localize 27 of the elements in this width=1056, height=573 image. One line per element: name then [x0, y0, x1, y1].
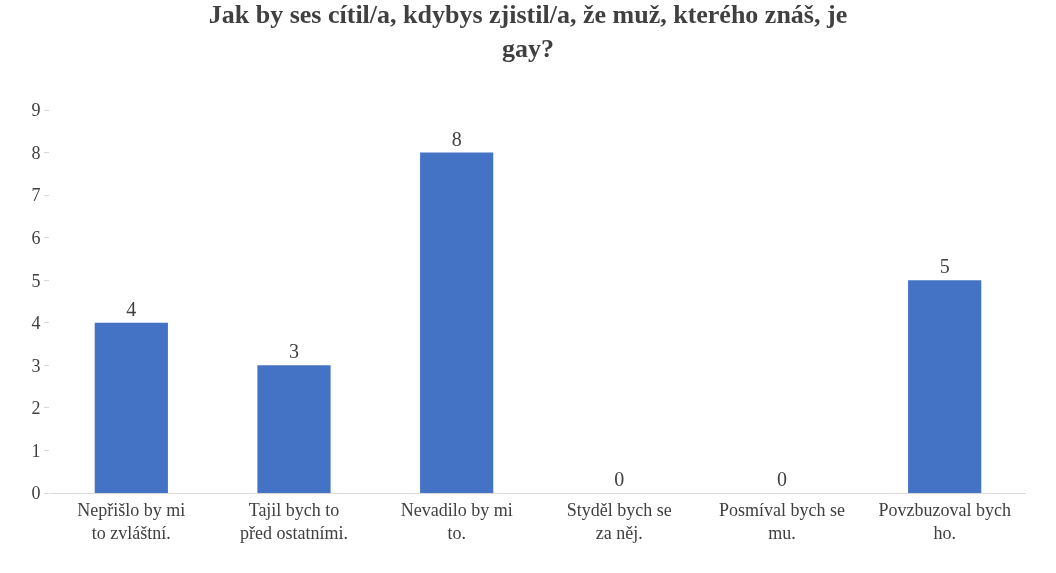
bar: [420, 152, 494, 493]
y-tick-label: 7: [31, 185, 41, 206]
x-tick-label: Povzbuzoval bych ho.: [878, 499, 1011, 543]
x-tick-label: Nevadilo by mi to.: [400, 499, 513, 543]
y-tick-label: 0: [31, 483, 41, 504]
data-label: 5: [939, 255, 950, 278]
y-tick-label: 8: [31, 142, 41, 163]
x-tick-label: Nepřišlo by mi to zvláštní.: [77, 499, 186, 543]
data-label: 0: [614, 468, 625, 490]
bar: [94, 322, 168, 493]
data-label: 8: [451, 127, 462, 150]
bar: [257, 365, 331, 493]
x-tick-label: Tajil bych to před ostatními.: [240, 499, 348, 543]
y-tick-label: 6: [31, 227, 41, 248]
data-label: 4: [126, 297, 137, 320]
chart-title: Jak by ses cítil/a, kdybys zjistil/a, že muž, kterého znáš, je gay?: [208, 0, 848, 63]
y-tick-label: 3: [31, 355, 41, 376]
y-tick-label: 4: [31, 313, 41, 334]
y-tick-label: 1: [31, 440, 41, 461]
data-label: 0: [777, 468, 787, 490]
bar: [908, 280, 982, 493]
x-tick-label: Styděl bych se za něj.: [566, 499, 672, 543]
y-tick-label: 9: [31, 100, 41, 121]
y-tick-label: 2: [31, 398, 41, 419]
x-tick-label: Posmíval bych se mu.: [719, 499, 845, 543]
data-label: 3: [289, 340, 299, 363]
y-tick-label: 5: [31, 270, 41, 291]
